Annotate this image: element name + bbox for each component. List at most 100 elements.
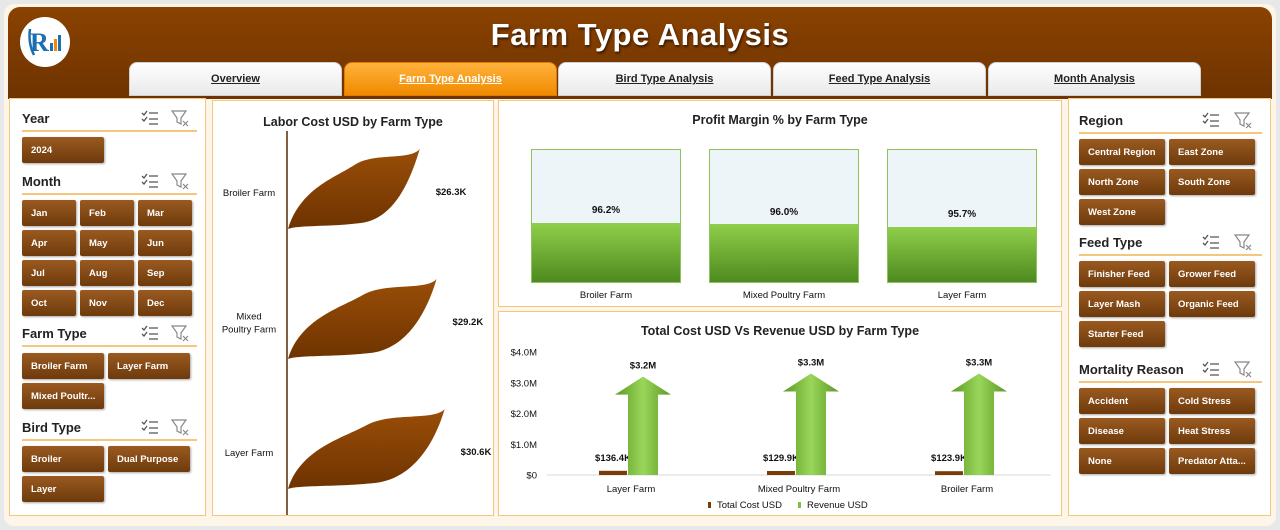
slicer-item-mortality[interactable]: Disease: [1079, 418, 1165, 444]
slicer-item-farm-type[interactable]: Mixed Poultr...: [22, 383, 104, 409]
revenue-arrow: [951, 373, 1007, 475]
cost-bar: [599, 470, 627, 475]
y-tick-label: $1.0M: [511, 440, 537, 451]
y-tick-label: $0: [526, 471, 537, 482]
chart-title: Labor Cost USD by Farm Type: [263, 115, 443, 129]
category-label: Layer Farm: [937, 290, 987, 301]
tab-month-analysis[interactable]: Month Analysis: [988, 62, 1201, 96]
category-label: Broiler Farm: [941, 484, 993, 495]
slicer-item-mortality[interactable]: Predator Atta...: [1169, 448, 1255, 474]
data-label: $26.3K: [436, 187, 467, 198]
page-title: Farm Type Analysis: [490, 17, 790, 52]
category-label: Mixed Poultry Farm: [758, 484, 840, 495]
slicer-item-month[interactable]: Dec: [138, 290, 192, 316]
slicer-title-farm-type: Farm Type: [22, 326, 87, 341]
profit-margin-fill: [532, 222, 680, 282]
labor-cost-bar: [288, 409, 445, 489]
clear-filter-icon[interactable]: [170, 324, 190, 342]
y-tick-label: $4.0M: [511, 348, 537, 359]
slicer-item-mortality[interactable]: None: [1079, 448, 1165, 474]
slicer-item-region[interactable]: West Zone: [1079, 199, 1165, 225]
cost-bar: [767, 471, 795, 475]
slicer-item-feed-type[interactable]: Grower Feed: [1169, 261, 1255, 287]
clear-filter-icon[interactable]: [1233, 233, 1253, 251]
tab-overview[interactable]: Overview: [129, 62, 342, 96]
slicer-item-farm-type[interactable]: Layer Farm: [108, 353, 190, 379]
slicer-item-year[interactable]: 2024: [22, 137, 104, 163]
slicer-item-month[interactable]: Oct: [22, 290, 76, 316]
right-slicer-panel: Region Central Region East Zone North Zo…: [1068, 98, 1271, 516]
slicer-item-mortality[interactable]: Heat Stress: [1169, 418, 1255, 444]
multi-select-icon[interactable]: [1201, 111, 1221, 129]
cost-bar: [935, 471, 963, 475]
slicer-item-region[interactable]: South Zone: [1169, 169, 1255, 195]
slicer-item-feed-type[interactable]: Layer Mash: [1079, 291, 1165, 317]
slicer-item-bird-type[interactable]: Layer: [22, 476, 104, 502]
slicer-divider: [22, 439, 197, 441]
slicer-divider: [22, 130, 197, 132]
cost-revenue-chart-panel: Total Cost USD Vs Revenue USD by Farm Ty…: [498, 311, 1062, 516]
legend-swatch: [798, 502, 801, 508]
slicer-item-feed-type[interactable]: Organic Feed: [1169, 291, 1255, 317]
clear-filter-icon[interactable]: [170, 418, 190, 436]
clear-filter-icon[interactable]: [1233, 111, 1253, 129]
data-label: $123.9K: [931, 453, 967, 464]
slicer-item-farm-type[interactable]: Broiler Farm: [22, 353, 104, 379]
labor-cost-bar: [288, 279, 437, 359]
slicer-item-month[interactable]: Jan: [22, 200, 76, 226]
slicer-item-month[interactable]: Aug: [80, 260, 134, 286]
data-label: $3.3M: [798, 358, 824, 369]
labor-cost-chart-panel: Labor Cost USD by Farm Type $26.3K Broile…: [212, 100, 494, 516]
slicer-title-feed-type: Feed Type: [1079, 235, 1143, 250]
labor-cost-chart: $26.3K Broiler Farm $29.2K Mixed Poultry Far…: [222, 131, 491, 515]
slicer-item-month[interactable]: Apr: [22, 230, 76, 256]
y-tick-label: $2.0M: [511, 409, 537, 420]
slicer-item-mortality[interactable]: Cold Stress: [1169, 388, 1255, 414]
multi-select-icon[interactable]: [140, 172, 160, 190]
legend-swatch: [708, 502, 711, 508]
slicer-divider: [22, 345, 197, 347]
tab-bird-type-analysis[interactable]: Bird Type Analysis: [558, 62, 771, 96]
slicer-item-bird-type[interactable]: Broiler: [22, 446, 104, 472]
cost-revenue-chart: $4.0M $3.0M $2.0M $1.0M $0 $136.4K $3.2M Layer …: [511, 348, 1051, 511]
clear-filter-icon[interactable]: [170, 109, 190, 127]
category-label: Broiler Farm: [579, 290, 633, 301]
slicer-item-region[interactable]: North Zone: [1079, 169, 1165, 195]
multi-select-icon[interactable]: [140, 418, 160, 436]
data-label: $3.2M: [630, 361, 656, 372]
slicer-item-feed-type[interactable]: Finisher Feed: [1079, 261, 1165, 287]
slicer-item-region[interactable]: Central Region: [1079, 139, 1165, 165]
legend-label: Revenue USD: [807, 500, 868, 511]
slicer-item-feed-type[interactable]: Starter Feed: [1079, 321, 1165, 347]
data-label: $29.2K: [453, 317, 484, 328]
slicer-item-bird-type[interactable]: Dual Purpose: [108, 446, 190, 472]
tab-feed-type-analysis[interactable]: Feed Type Analysis: [773, 62, 986, 96]
slicer-item-region[interactable]: East Zone: [1169, 139, 1255, 165]
clear-filter-icon[interactable]: [170, 172, 190, 190]
slicer-item-month[interactable]: Nov: [80, 290, 134, 316]
slicer-divider: [22, 193, 197, 195]
profit-margin-chart-panel: Profit Margin % by Farm Type 96.2% Broile…: [498, 100, 1062, 307]
category-label: Layer Farm: [607, 484, 656, 495]
slicer-item-month[interactable]: Jul: [22, 260, 76, 286]
multi-select-icon[interactable]: [140, 324, 160, 342]
data-label: $3.3M: [966, 358, 992, 369]
y-tick-label: $3.0M: [511, 378, 537, 389]
slicer-item-month[interactable]: Jun: [138, 230, 192, 256]
slicer-item-month[interactable]: May: [80, 230, 134, 256]
multi-select-icon[interactable]: [1201, 233, 1221, 251]
slicer-title-year: Year: [22, 111, 50, 126]
multi-select-icon[interactable]: [140, 109, 160, 127]
slicer-item-month[interactable]: Feb: [80, 200, 134, 226]
multi-select-icon[interactable]: [1201, 360, 1221, 378]
slicer-item-mortality[interactable]: Accident: [1079, 388, 1165, 414]
clear-filter-icon[interactable]: [1233, 360, 1253, 378]
slicer-item-month[interactable]: Mar: [138, 200, 192, 226]
tab-farm-type-analysis[interactable]: Farm Type Analysis: [344, 62, 557, 96]
logo: R: [20, 17, 70, 67]
category-label: Mixed: [236, 312, 261, 323]
slicer-title-month: Month: [22, 174, 61, 189]
profit-margin-box: 96.0%: [709, 149, 859, 283]
svg-text:R: R: [30, 28, 49, 57]
slicer-item-month[interactable]: Sep: [138, 260, 192, 286]
